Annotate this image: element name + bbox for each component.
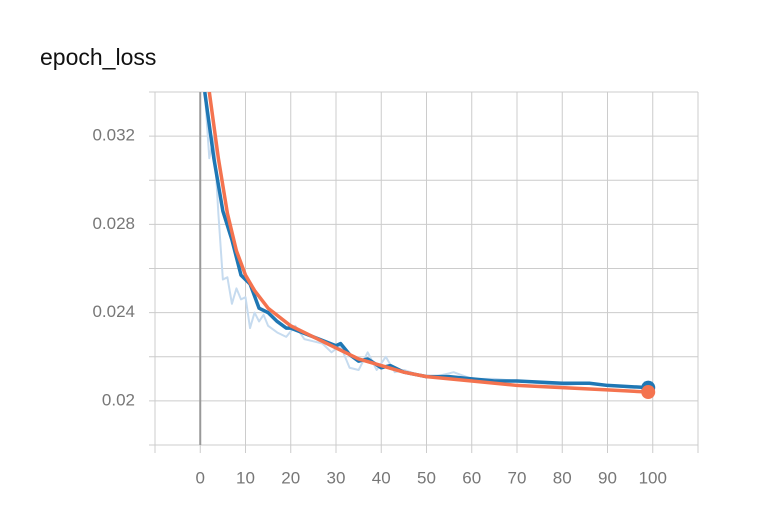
y-tick-label: 0.028: [92, 214, 135, 233]
line: [207, 92, 649, 394]
plot-area: [203, 92, 649, 394]
y-tick-label: 0.024: [92, 302, 135, 321]
x-tick-label: 20: [281, 468, 300, 487]
end-marker: [641, 385, 656, 400]
line: [203, 92, 649, 389]
x-tick-label: 10: [236, 468, 255, 487]
x-tick-label: 40: [372, 468, 391, 487]
x-tick-label: 30: [327, 468, 346, 487]
x-tick-label: 100: [639, 468, 667, 487]
x-tick-label: 60: [462, 468, 481, 487]
chart-title: epoch_loss: [40, 44, 156, 70]
x-tick-label: 50: [417, 468, 436, 487]
x-tick-label: 70: [508, 468, 527, 487]
x-tick-label: 80: [553, 468, 572, 487]
y-tick-label: 0.032: [92, 126, 135, 145]
x-tick-label: 0: [196, 468, 205, 487]
x-tick-label: 90: [598, 468, 617, 487]
y-tick-label: 0.02: [102, 390, 135, 409]
